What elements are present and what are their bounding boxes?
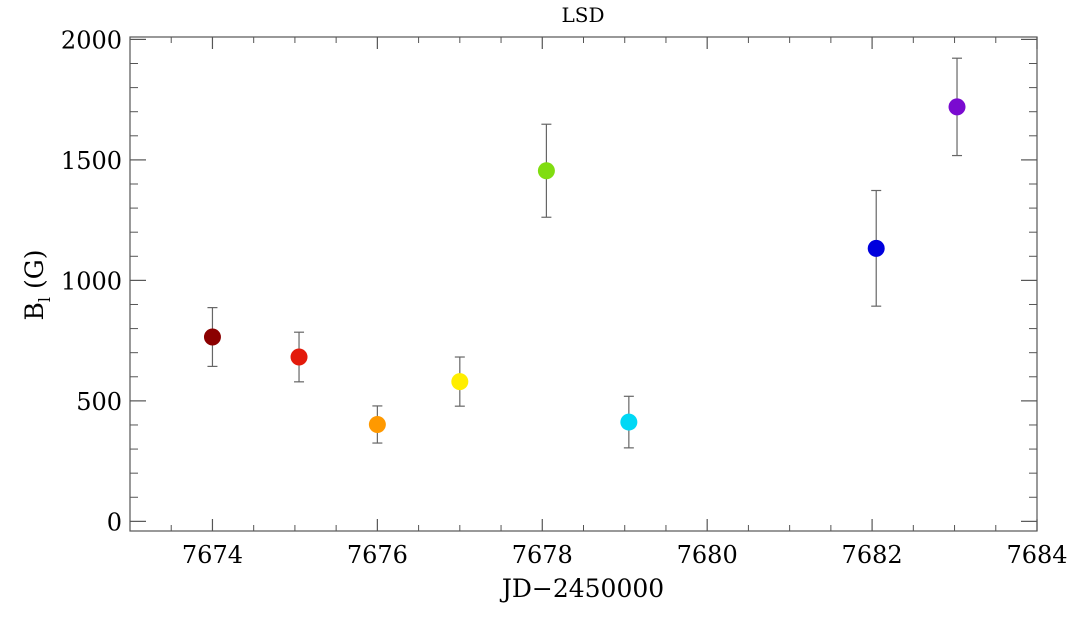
- x-axis-title: JD−2450000: [499, 574, 664, 603]
- x-tick-labels: 7674 7676 7678 7680 7682 7684: [182, 541, 1068, 569]
- y-axis-title: Bl (G): [20, 250, 54, 321]
- x-tick-label: 7684: [1006, 541, 1067, 569]
- y-tick-label: 2000: [61, 26, 122, 54]
- data-points: [203, 98, 966, 433]
- y-tick-label: 1000: [61, 267, 122, 295]
- minor-ticks: [129, 37, 1037, 531]
- data-point: [451, 373, 469, 391]
- x-tick-label: 7678: [512, 541, 573, 569]
- x-tick-label: 7674: [182, 541, 243, 569]
- y-tick-label: 1500: [61, 147, 122, 175]
- data-point: [620, 413, 638, 431]
- error-bars: [207, 57, 963, 449]
- chart-title: LSD: [561, 3, 604, 27]
- data-point: [537, 162, 555, 180]
- y-tick-label: 0: [107, 508, 122, 536]
- plot-frame: [129, 36, 1038, 532]
- x-tick-label: 7680: [677, 541, 738, 569]
- data-point: [368, 415, 386, 433]
- data-point: [203, 328, 221, 346]
- major-ticks: [130, 37, 1038, 531]
- y-tick-label: 500: [76, 388, 122, 416]
- data-point: [867, 239, 885, 257]
- data-point: [290, 348, 308, 366]
- y-axis-title-main: B: [20, 302, 49, 320]
- y-axis-title-subscript: l: [35, 297, 54, 302]
- x-tick-label: 7676: [347, 541, 408, 569]
- y-tick-labels: 0 500 1000 1500 2000: [61, 26, 122, 536]
- y-axis-title-unit: (G): [20, 250, 49, 297]
- x-tick-label: 7682: [842, 541, 903, 569]
- data-point: [948, 98, 966, 116]
